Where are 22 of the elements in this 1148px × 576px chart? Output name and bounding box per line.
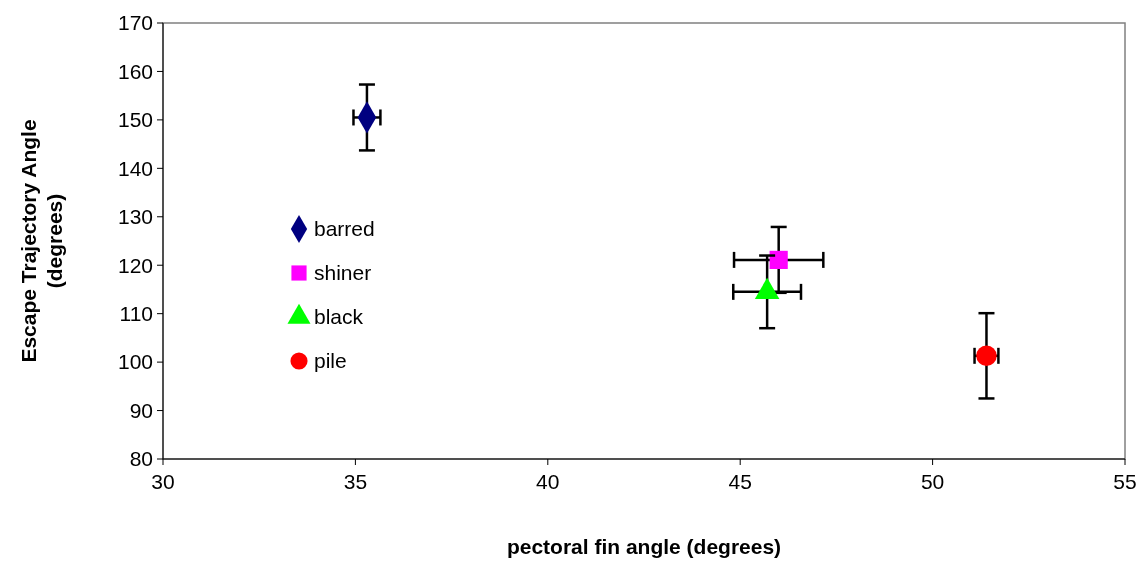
y-tick-label: 110	[119, 302, 153, 326]
y-tick-label: 90	[129, 398, 153, 422]
y-tick-label: 80	[129, 447, 153, 471]
x-tick-label: 35	[343, 470, 368, 493]
legend-label: pile	[314, 349, 347, 373]
x-tick-label: 45	[728, 470, 752, 493]
x-axis-title: pectoral fin angle (degrees)	[506, 535, 782, 558]
y-tick-label: 140	[117, 156, 153, 180]
legend-label: barred	[314, 217, 375, 241]
x-tick-label: 40	[536, 470, 560, 493]
legend-label: black	[314, 305, 364, 329]
y-tick-label: 120	[117, 253, 153, 277]
y-tick-label: 160	[117, 59, 153, 83]
y-tick-label: 130	[117, 205, 153, 229]
y-tick-label: 150	[117, 108, 153, 132]
x-tick-label: 50	[920, 470, 945, 493]
y-tick-label: 100	[117, 350, 153, 374]
y-tick-label: 170	[117, 11, 153, 35]
x-tick-label: 55	[1113, 470, 1137, 493]
y-axis-title: Escape Trajectory Angle (degrees)	[17, 119, 66, 363]
legend-label: shiner	[314, 261, 372, 285]
x-tick-label: 30	[151, 470, 175, 493]
